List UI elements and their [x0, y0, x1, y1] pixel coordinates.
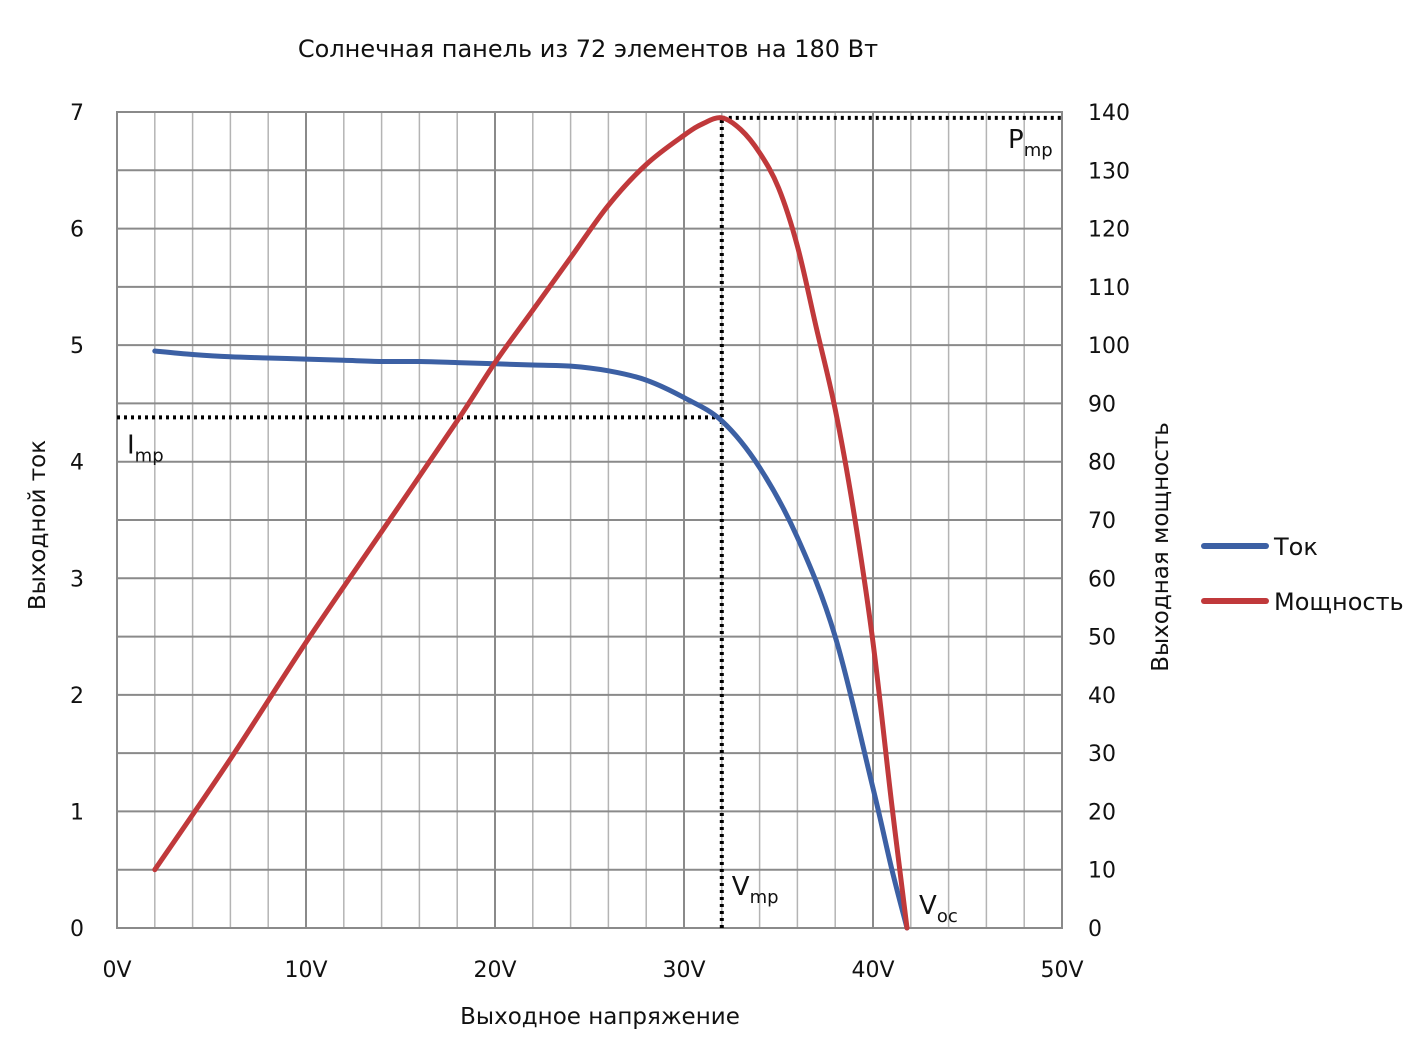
y-left-tick-label: 3 [70, 567, 84, 592]
y-left-tick-label: 1 [70, 800, 84, 825]
y-right-axis-title: Выходная мощность [1148, 422, 1174, 672]
y-left-tick-label: 6 [70, 218, 84, 243]
x-tick-label: 40V [851, 958, 894, 983]
legend: Ток Мощность [1201, 533, 1404, 616]
x-tick-label: 20V [473, 958, 516, 983]
y-right-tick-label: 120 [1088, 218, 1130, 243]
y-left-axis-title: Выходной ток [25, 440, 51, 610]
x-tick-label: 50V [1040, 958, 1083, 983]
y-right-tick-label: 10 [1088, 859, 1116, 884]
y-left-tick-label: 5 [70, 334, 84, 359]
x-tick-label: 30V [662, 958, 705, 983]
vmp-label: Vmp [732, 872, 779, 908]
y-right-tick-label: 140 [1088, 101, 1130, 126]
legend-label-power: Мощность [1274, 588, 1404, 616]
y-right-tick-label: 50 [1088, 626, 1116, 651]
chart-title: Солнечная панель из 72 элементов на 180 … [298, 35, 878, 63]
y-right-tick-label: 40 [1088, 684, 1116, 709]
x-tick-label: 10V [284, 958, 327, 983]
y-right-tick-label: 60 [1088, 567, 1116, 592]
grid [116, 111, 1063, 929]
y-right-tick-label: 130 [1088, 159, 1130, 184]
marker-labels: Imp Vmp Pmp Voc [127, 125, 1053, 927]
y-right-tick-label: 70 [1088, 509, 1116, 534]
y-right-tick-label: 100 [1088, 334, 1130, 359]
y-left-tick-label: 0 [70, 917, 84, 942]
series-line-current [152, 348, 910, 931]
y-right-tick-labels: 0 10 20 30 40 50 60 70 80 90 100 110 120 130 140 [1088, 101, 1130, 942]
reference-lines [117, 115, 1062, 928]
x-tick-labels: 0V 10V 20V 30V 40V 50V [102, 958, 1083, 983]
legend-label-current: Ток [1273, 533, 1318, 561]
imp-label: Imp [127, 430, 164, 466]
y-left-tick-label: 2 [70, 684, 84, 709]
y-right-tick-label: 80 [1088, 451, 1116, 476]
pmp-label: Pmp [1008, 125, 1053, 161]
y-right-tick-label: 0 [1088, 917, 1102, 942]
voc-label: Voc [919, 891, 958, 927]
y-left-tick-label: 4 [70, 451, 84, 476]
y-right-tick-label: 90 [1088, 392, 1116, 417]
series-lines [152, 115, 910, 931]
y-left-tick-labels: 0 1 2 3 4 5 6 7 [70, 101, 84, 942]
y-left-tick-label: 7 [70, 101, 84, 126]
series-line-power [152, 115, 910, 931]
y-right-tick-label: 20 [1088, 800, 1116, 825]
plot-area-border [116, 111, 1063, 929]
y-right-tick-label: 30 [1088, 742, 1116, 767]
x-axis-title: Выходное напряжение [460, 1004, 740, 1030]
y-right-tick-label: 110 [1088, 276, 1130, 301]
x-tick-label: 0V [102, 958, 131, 983]
